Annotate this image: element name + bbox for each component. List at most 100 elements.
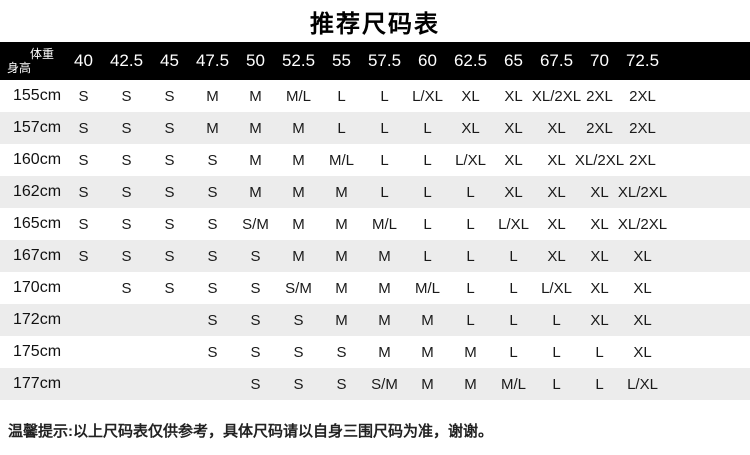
size-cell: XL [504, 119, 523, 137]
weight-header-cell: 72.5 [625, 51, 660, 70]
table-body: 155cm S S S M M M/L L L L/XL XL XL XL/2XL 2XL 2XL 157cm… [0, 80, 750, 400]
size-cell: M/L [371, 215, 397, 233]
table-header-row: 体重 身高 40 42.5 45 47.5 50 52.5 55 57.5 60 62.5 65 67… [0, 42, 750, 80]
weight-header-cell: 50 [246, 51, 265, 70]
height-label: 157cm [13, 119, 62, 136]
size-cell: XL [590, 279, 609, 297]
size-cell: XL [633, 343, 652, 361]
size-cell: S [293, 343, 304, 361]
table-row: 170cm S S S S S/M M M M/L L L L/XL XL XL [0, 272, 750, 304]
size-cell: S [164, 87, 175, 105]
size-cell: M [206, 119, 219, 137]
size-cell: L [466, 279, 475, 297]
table-row: 162cm S S S S M M M L L L XL XL XL XL/2XL [0, 176, 750, 208]
size-cell: M [421, 375, 434, 393]
size-cell: XL [504, 87, 523, 105]
size-cell: S [121, 119, 132, 137]
size-cell: L [509, 343, 518, 361]
size-cell [105, 304, 148, 336]
size-cell: L [509, 279, 518, 297]
size-cell: S [121, 87, 132, 105]
size-cell: S/M [371, 375, 398, 393]
table-row: 175cm S S S S M M M L L L XL [0, 336, 750, 368]
size-cell: M [335, 311, 348, 329]
size-cell: S [78, 119, 89, 137]
size-cell: XL/2XL [531, 87, 582, 105]
size-cell: L [423, 119, 432, 137]
size-cell: S [78, 87, 89, 105]
size-cell: L [423, 151, 432, 169]
size-cell: L [509, 247, 518, 265]
size-cell: L [466, 247, 475, 265]
size-cell: S [78, 183, 89, 201]
size-cell: L [380, 119, 389, 137]
weight-header-cell: 62.5 [453, 51, 488, 70]
size-cell: M [249, 151, 262, 169]
size-cell: M/L [414, 279, 440, 297]
size-cell: L/XL [455, 151, 486, 169]
size-cell: M [378, 247, 391, 265]
size-cell: M [335, 183, 348, 201]
size-cell: S [78, 247, 89, 265]
size-cell: 2XL [629, 119, 656, 137]
height-label: 162cm [13, 183, 62, 200]
size-table: 体重 身高 40 42.5 45 47.5 50 52.5 55 57.5 60 62.5 65 67… [0, 42, 750, 400]
size-cell: XL [590, 183, 609, 201]
table-row: 165cm S S S S S/M M M M/L L L L/XL XL XL XL/2XL [0, 208, 750, 240]
weight-header-cell: 47.5 [195, 51, 230, 70]
height-label: 155cm [13, 87, 62, 104]
size-cell: L [466, 183, 475, 201]
size-cell: S [164, 279, 175, 297]
size-cell: S [250, 375, 261, 393]
size-cell: S [293, 375, 304, 393]
size-cell: L [552, 375, 561, 393]
size-cell: L [337, 87, 346, 105]
size-cell [148, 368, 191, 400]
size-cell [62, 336, 105, 368]
size-cell: S [78, 215, 89, 233]
weight-headers: 40 42.5 45 47.5 50 52.5 55 57.5 60 62.5 65 67.5 70 72… [62, 42, 664, 80]
weight-header-cell: 40 [74, 51, 93, 70]
size-cell: M [292, 247, 305, 265]
size-cell [62, 272, 105, 304]
table-row: 155cm S S S M M M/L L L L/XL XL XL XL/2XL 2XL 2XL [0, 80, 750, 112]
size-cell: XL [590, 247, 609, 265]
size-cell: M [249, 183, 262, 201]
size-cell: S/M [285, 279, 312, 297]
height-label: 160cm [13, 151, 62, 168]
size-cell: L [380, 87, 389, 105]
height-label: 172cm [13, 311, 62, 328]
size-cell: L [423, 247, 432, 265]
weight-header-cell: 60 [418, 51, 437, 70]
size-cell: S [121, 151, 132, 169]
size-cell: S [250, 279, 261, 297]
size-cell: S [207, 247, 218, 265]
size-cell [62, 304, 105, 336]
size-cell: S [121, 215, 132, 233]
size-cell: M [335, 215, 348, 233]
page-title: 推荐尺码表 [310, 10, 440, 38]
size-cell: M [292, 215, 305, 233]
size-cell: S [164, 183, 175, 201]
size-cell: L [552, 311, 561, 329]
size-cell: 2XL [629, 87, 656, 105]
weight-header-cell: 45 [160, 51, 179, 70]
size-cell: L/XL [498, 215, 529, 233]
size-cell: L [509, 311, 518, 329]
weight-header-cell: 52.5 [281, 51, 316, 70]
size-cell: S [250, 343, 261, 361]
size-cell: XL [547, 151, 566, 169]
size-cell: XL [547, 247, 566, 265]
size-cell: XL [504, 183, 523, 201]
size-cell: S [336, 375, 347, 393]
size-cell [148, 336, 191, 368]
size-cell: M [464, 375, 477, 393]
size-cell: S [336, 343, 347, 361]
table-row: 157cm S S S M M M L L L XL XL XL 2XL 2XL [0, 112, 750, 144]
size-cell: M [335, 247, 348, 265]
size-cell: S [121, 279, 132, 297]
size-cell: S [121, 183, 132, 201]
size-cell [105, 368, 148, 400]
size-cell: XL [547, 183, 566, 201]
size-cell: S/M [242, 215, 269, 233]
